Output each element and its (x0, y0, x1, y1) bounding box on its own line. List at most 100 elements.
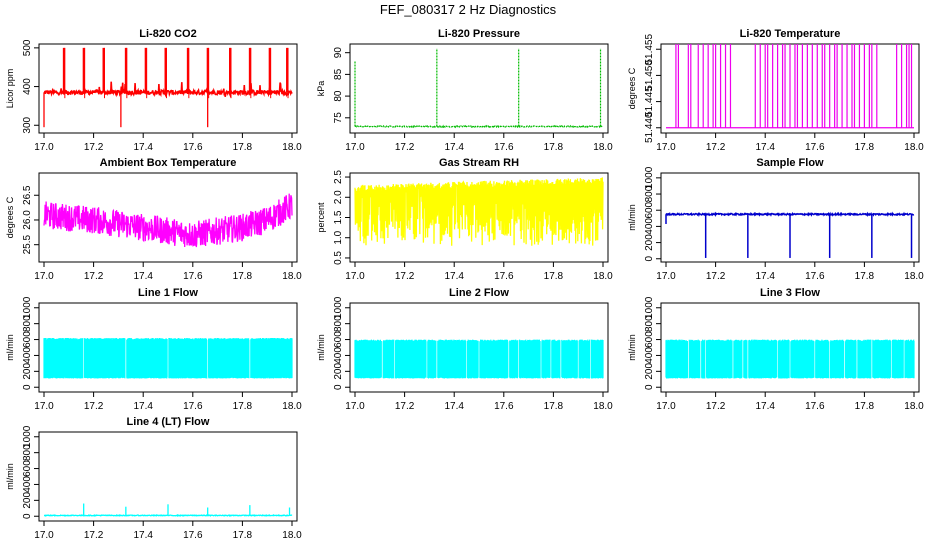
x-tick-label: 17.6 (494, 271, 514, 282)
data-layer (43, 338, 293, 379)
y-tick-label: 400 (644, 218, 655, 235)
y-tick-label: 400 (644, 347, 655, 364)
y-tick-label: 800 (22, 315, 33, 332)
x-tick-label: 18.0 (593, 142, 613, 153)
chart-panel: Sample Flow 17.0 17.2 17.4 17.6 17.8 18.0 0 2004… (627, 157, 924, 282)
data-layer (43, 193, 293, 248)
y-tick-label: 1000 (333, 296, 344, 319)
y-tick-label: 200 (644, 363, 655, 380)
x-tick-label: 17.2 (395, 271, 415, 282)
chart-title: Li-820 Temperature (740, 28, 841, 40)
y-tick-label: 1000 (644, 166, 655, 189)
x-tick-label: 17.6 (183, 142, 203, 153)
data-layer (665, 339, 915, 379)
y-axis-label: ml/min (316, 334, 326, 361)
y-tick-label: 500 (22, 39, 33, 56)
chart-title: Ambient Box Temperature (100, 157, 237, 169)
y-tick-label: 90 (333, 47, 344, 59)
y-axis-label: ml/min (627, 204, 637, 231)
y-tick-label: 200 (22, 363, 33, 380)
y-tick-label: 1000 (22, 296, 33, 319)
sample-series (665, 211, 915, 218)
data-layer (43, 47, 293, 128)
y-tick-label: 26.5 (22, 185, 33, 205)
y-tick-label: 600 (333, 331, 344, 348)
chart-panel: Line 1 Flow 17.0 17.2 17.4 17.6 17.8 18.0 0 2004… (5, 287, 302, 412)
chart-panel: Line 4 (LT) Flow 17.0 17.2 17.4 17.6 17.8 18.0… (5, 416, 302, 540)
y-tick-label: 51.450 (644, 60, 655, 91)
x-tick-label: 17.6 (494, 401, 514, 412)
plot-frame (660, 302, 920, 393)
chart-title: Line 3 Flow (760, 287, 820, 299)
x-tick-label: 17.0 (345, 271, 365, 282)
y-tick-label: 600 (644, 201, 655, 218)
y-tick-label: 0 (22, 384, 33, 390)
y-tick-label: 400 (22, 476, 33, 493)
y-axis-label: ml/min (627, 334, 637, 361)
x-tick-label: 18.0 (593, 271, 613, 282)
chart-panel: Gas Stream RH 17.0 17.2 17.4 17.6 17.8 18.0 0.5… (316, 157, 613, 282)
y-tick-label: 85 (333, 68, 344, 80)
y-axis-label: degrees C (627, 67, 637, 109)
x-tick-label: 18.0 (282, 401, 302, 412)
x-tick-label: 17.0 (34, 142, 54, 153)
pressure-series (354, 124, 604, 129)
x-tick-label: 17.8 (855, 271, 875, 282)
x-tick-label: 17.8 (233, 271, 253, 282)
y-tick-label: 400 (22, 347, 33, 364)
y-tick-label: 600 (644, 331, 655, 348)
x-tick-label: 17.0 (34, 530, 54, 540)
y-tick-label: 1.5 (333, 210, 344, 224)
y-tick-label: 400 (22, 78, 33, 95)
data-layer (666, 44, 914, 129)
x-tick-label: 17.8 (855, 142, 875, 153)
x-tick-label: 17.0 (345, 142, 365, 153)
y-tick-label: 75 (333, 112, 344, 124)
y-tick-label: 2.0 (333, 190, 344, 204)
x-tick-label: 18.0 (593, 401, 613, 412)
x-tick-label: 17.0 (34, 401, 54, 412)
x-tick-label: 17.6 (494, 142, 514, 153)
x-tick-label: 17.4 (444, 271, 464, 282)
data-layer (44, 503, 293, 518)
y-tick-label: 0.5 (333, 251, 344, 265)
x-tick-label: 17.4 (444, 142, 464, 153)
y-axis-label: ml/min (5, 463, 15, 490)
data-layer (665, 211, 915, 258)
y-tick-label: 300 (22, 116, 33, 133)
y-tick-label: 0 (333, 384, 344, 390)
y-tick-label: 800 (333, 315, 344, 332)
y-tick-label: 51.445 (644, 86, 655, 117)
chart-title: Gas Stream RH (439, 157, 519, 169)
x-tick-label: 17.8 (233, 530, 253, 540)
y-tick-label: 600 (22, 460, 33, 477)
y-tick-label: 51.440 (644, 112, 655, 143)
x-tick-label: 18.0 (904, 142, 924, 153)
y-axis-label: Licor ppm (5, 69, 15, 109)
x-tick-label: 17.8 (233, 142, 253, 153)
y-tick-label: 200 (22, 492, 33, 509)
x-tick-label: 17.8 (544, 142, 564, 153)
x-tick-label: 17.6 (183, 271, 203, 282)
x-tick-label: 17.6 (183, 401, 203, 412)
y-tick-label: 400 (333, 347, 344, 364)
plot-frame (38, 302, 298, 393)
flow-band (354, 339, 604, 379)
co2-series (43, 81, 293, 98)
ambient-series (43, 193, 293, 248)
x-tick-label: 17.4 (133, 530, 153, 540)
x-tick-label: 17.0 (345, 401, 365, 412)
plot-frame (38, 43, 298, 134)
x-tick-label: 18.0 (282, 271, 302, 282)
y-tick-label: 0 (22, 513, 33, 519)
x-tick-label: 17.6 (183, 530, 203, 540)
y-tick-label: 2.5 (333, 170, 344, 184)
x-tick-label: 17.2 (84, 530, 104, 540)
y-tick-label: 0 (644, 256, 655, 262)
chart-title: Li-820 Pressure (438, 28, 520, 40)
flow-band (665, 339, 915, 379)
y-tick-label: 1.0 (333, 230, 344, 244)
chart-panel: Li-820 CO2 17.0 17.2 17.4 17.6 17.8 18.0 300 400… (5, 28, 302, 153)
data-layer (354, 48, 604, 129)
